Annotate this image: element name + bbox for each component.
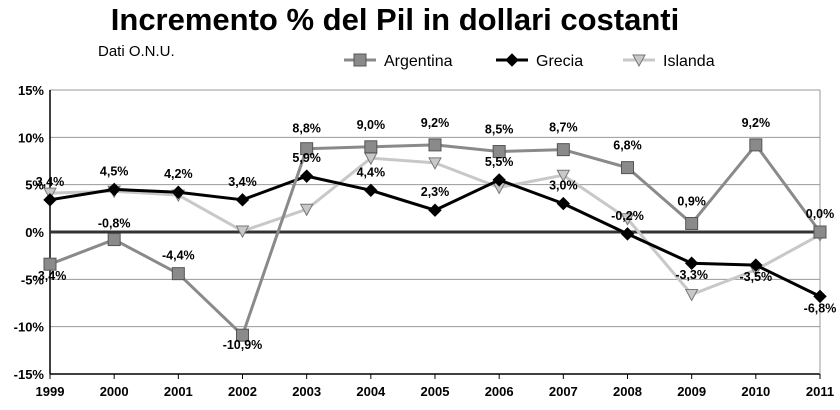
data-point-grecia <box>428 203 442 217</box>
data-point-argentina <box>107 233 121 247</box>
data-label-argentina: 9,2% <box>421 116 450 130</box>
data-label-grecia: -3,5% <box>740 270 773 284</box>
data-label-argentina: -4,4% <box>162 249 195 263</box>
data-point-grecia <box>813 289 827 304</box>
data-label-grecia: 5,9% <box>292 151 321 165</box>
data-label-argentina: 8,7% <box>549 121 578 135</box>
data-point-argentina <box>749 138 763 152</box>
data-label-grecia: 4,4% <box>357 165 386 179</box>
data-label-grecia: 4,2% <box>164 167 193 181</box>
data-label-grecia: -3,3% <box>675 268 708 282</box>
data-point-grecia <box>171 185 186 199</box>
data-point-islanda <box>428 157 442 170</box>
data-point-islanda <box>235 225 250 239</box>
data-label-argentina: 9,0% <box>357 118 386 132</box>
data-point-argentina <box>171 267 185 281</box>
data-point-argentina <box>492 145 506 159</box>
data-point-argentina <box>813 225 827 239</box>
x-tick-label: 2005 <box>421 384 450 399</box>
data-label-argentina: 8,8% <box>292 122 321 136</box>
x-tick-label: 2011 <box>806 384 834 399</box>
series-argentina <box>43 138 827 342</box>
data-label-grecia: 3,0% <box>549 179 578 193</box>
data-point-islanda <box>620 213 635 226</box>
x-tick-label: 2007 <box>549 384 578 399</box>
data-point-argentina <box>556 143 570 157</box>
plot-area: 15% 10% 5% 0% -5% -10% -15% 1999 2000 2001 2002 200… <box>14 83 837 399</box>
data-label-argentina: 6,8% <box>613 139 642 153</box>
data-label-grecia: 3,4% <box>36 175 65 189</box>
y-tick-label: -10% <box>14 320 45 335</box>
data-point-islanda <box>556 169 571 183</box>
data-point-grecia <box>492 173 506 187</box>
x-tick-label: 2009 <box>677 384 706 399</box>
data-point-argentina <box>428 138 442 152</box>
data-point-argentina <box>236 328 249 342</box>
data-point-islanda <box>299 203 314 217</box>
legend-label-islanda: Islanda <box>663 53 715 70</box>
legend-marker-argentina <box>353 53 367 67</box>
legend-item-argentina: Argentina <box>344 53 453 70</box>
y-tick-label: 10% <box>18 130 44 145</box>
x-tick-label: 2000 <box>100 384 129 399</box>
data-label-argentina: 9,2% <box>742 116 771 130</box>
x-tick-label: 2004 <box>356 384 386 399</box>
x-tick-label: 2003 <box>292 384 321 399</box>
data-point-argentina <box>300 142 314 156</box>
legend: Argentina Grecia Islanda <box>344 53 715 70</box>
data-label-argentina: 0,0% <box>806 207 835 221</box>
chart-title: Incremento % del Pil in dollari costanti <box>111 2 679 37</box>
data-point-grecia <box>299 169 314 183</box>
data-point-argentina <box>43 257 57 271</box>
data-label-grecia: 4,5% <box>100 164 129 178</box>
data-point-grecia <box>235 193 250 207</box>
data-point-grecia <box>620 227 635 241</box>
legend-marker-islanda <box>632 54 646 68</box>
data-point-argentina <box>621 161 634 175</box>
data-label-argentina: 0,9% <box>677 194 706 208</box>
legend-item-grecia: Grecia <box>496 53 583 70</box>
x-tick-label: 2002 <box>228 384 257 399</box>
data-label-argentina: -0,8% <box>98 217 131 231</box>
legend-label-argentina: Argentina <box>384 53 453 70</box>
data-point-grecia <box>43 193 57 207</box>
y-tick-label: 5% <box>25 178 44 193</box>
chart-subtitle: Dati O.N.U. <box>98 43 175 60</box>
data-point-islanda <box>684 288 699 302</box>
data-label-argentina: 8,5% <box>485 123 514 137</box>
y-tick-label: -5% <box>21 272 45 287</box>
y-tick-label: 15% <box>18 83 44 98</box>
data-point-grecia <box>684 256 699 270</box>
data-label-grecia: 2,3% <box>421 185 450 199</box>
data-point-argentina <box>685 216 699 230</box>
data-label-argentina: -10,9% <box>223 338 263 352</box>
data-label-argentina: -3,4% <box>34 269 67 283</box>
legend-item-islanda: Islanda <box>623 53 715 70</box>
data-point-argentina <box>364 140 378 154</box>
y-tick-label: -15% <box>14 367 45 382</box>
data-label-grecia: -6,8% <box>804 301 837 315</box>
data-label-grecia: 3,4% <box>228 175 257 189</box>
series-grecia <box>43 169 827 304</box>
data-point-grecia <box>556 196 571 211</box>
x-tick-label: 1999 <box>36 384 65 399</box>
legend-label-grecia: Grecia <box>536 53 583 70</box>
data-point-grecia <box>749 258 763 272</box>
y-tick-label: 0% <box>25 225 44 240</box>
data-label-grecia: 5,5% <box>485 155 514 169</box>
x-tick-label: 2006 <box>485 384 514 399</box>
legend-marker-grecia <box>505 53 519 67</box>
x-tick-label: 2001 <box>164 384 193 399</box>
x-tick-label: 2008 <box>613 384 642 399</box>
data-label-grecia: -0,2% <box>611 209 644 223</box>
data-point-grecia <box>364 183 378 198</box>
x-tick-label: 2010 <box>741 384 770 399</box>
data-point-grecia <box>107 182 121 197</box>
